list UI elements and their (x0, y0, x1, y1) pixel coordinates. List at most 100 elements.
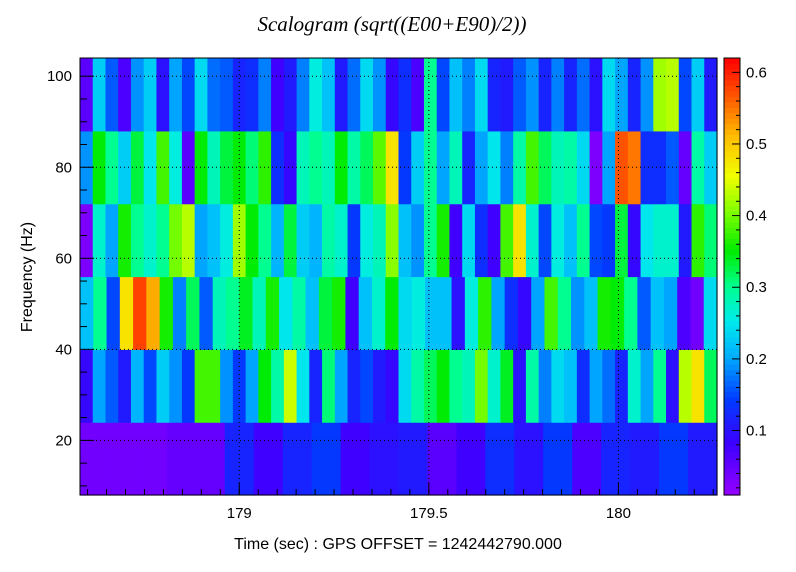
heatmap-cell (207, 349, 221, 423)
heatmap-cell (105, 349, 119, 423)
colorbar-swatch (724, 352, 740, 360)
heatmap-cell (371, 276, 386, 350)
heatmap-cell (650, 276, 665, 350)
heatmap-cell (252, 276, 267, 350)
heatmap-cell (358, 276, 373, 350)
colorbar-tick-label: 0.3 (746, 279, 767, 296)
heatmap-cell (258, 349, 272, 423)
colorbar-swatch (724, 243, 740, 250)
heatmap-cell (485, 422, 515, 496)
heatmap-cell (345, 276, 360, 350)
heatmap-cell (271, 130, 285, 205)
heatmap-cell (449, 203, 463, 278)
heatmap-cell (398, 422, 429, 496)
heatmap-cell (678, 58, 693, 132)
heatmap-cell (474, 203, 489, 278)
heatmap-cell (334, 349, 349, 423)
heatmap-cell (385, 58, 400, 132)
heatmap-cell (220, 349, 234, 423)
heatmap-cell (589, 349, 603, 423)
heatmap-cell (564, 58, 578, 132)
heatmap-cell (425, 276, 439, 350)
colorbar-swatch (724, 358, 740, 365)
colorbar-swatch (724, 74, 740, 81)
heatmap-cell (678, 203, 693, 278)
heatmap-cell (630, 422, 660, 496)
heatmap-cell (557, 276, 572, 350)
colorbar-swatch (724, 254, 740, 261)
heatmap-cell (514, 422, 544, 496)
colorbar-swatch (724, 90, 740, 97)
colorbar-swatch (724, 418, 740, 425)
heatmap-cell (105, 203, 119, 278)
colorbar-swatch (724, 271, 740, 278)
heatmap-cell (691, 58, 705, 132)
heatmap-cell (239, 276, 254, 350)
heatmap-cell (398, 349, 412, 423)
colorbar-swatch (724, 363, 740, 370)
colorbar-tick-label: 0.4 (746, 208, 767, 225)
x-tick-label: 179.5 (410, 505, 448, 522)
colorbar-swatch (724, 281, 740, 289)
heatmap-cell (80, 203, 94, 278)
colorbar-swatch (724, 227, 740, 234)
heatmap-cell (118, 349, 132, 423)
colorbar-swatch (724, 407, 740, 414)
heatmap-cell (80, 349, 94, 423)
colorbar-swatch (724, 462, 740, 469)
heatmap-cell (624, 276, 638, 350)
heatmap-cell (602, 349, 616, 423)
heatmap-cell (538, 58, 552, 132)
heatmap-cell (615, 349, 629, 423)
x-axis-label: Time (sec) : GPS OFFSET = 1242442790.000 (234, 536, 562, 553)
heatmap-cell (576, 349, 591, 423)
heatmap-cell (627, 203, 642, 278)
heatmap-cell (543, 422, 573, 496)
heatmap-cell (491, 276, 506, 350)
heatmap-cell (640, 349, 654, 423)
heatmap-cell (207, 58, 221, 132)
heatmap-cell (283, 58, 298, 132)
heatmap-cell (678, 130, 693, 205)
heatmap-cell (92, 349, 107, 423)
heatmap-cell (666, 203, 680, 278)
heatmap-cell (538, 349, 552, 423)
heatmap-cell (373, 349, 387, 423)
heatmap-cell (143, 130, 158, 205)
heatmap-cell (398, 203, 412, 278)
heatmap-cell (271, 58, 285, 132)
heatmap-cell (513, 349, 527, 423)
colorbar-swatch (724, 161, 740, 168)
y-tick-label: 60 (55, 250, 72, 267)
heatmap-cell (347, 349, 361, 423)
colorbar-swatch (724, 167, 740, 174)
heatmap-cell (265, 276, 280, 350)
colorbar-swatch (724, 347, 740, 354)
heatmap-cell (105, 58, 119, 132)
colorbar-swatch (724, 478, 740, 485)
heatmap-cell (576, 58, 591, 132)
colorbar-frame (723, 57, 741, 496)
heatmap-cell (92, 58, 107, 132)
heatmap-cell (347, 58, 361, 132)
heatmap-cell (334, 203, 349, 278)
heatmap-cell (93, 276, 108, 350)
heatmap-cell (576, 130, 591, 205)
heatmap-cell (186, 276, 201, 350)
heatmap-cell (194, 130, 208, 205)
heatmap-cell (487, 203, 502, 278)
heatmap-cell (398, 58, 412, 132)
heatmap-cell (220, 130, 234, 205)
heatmap-cell (451, 276, 466, 350)
heatmap-cell (627, 58, 642, 132)
heatmap-cell (108, 422, 139, 496)
colorbar-swatch (724, 210, 740, 218)
heatmap-cell (464, 276, 479, 350)
heatmap-cell (538, 130, 552, 205)
heatmap-cell (436, 130, 451, 205)
heatmap-cell (584, 276, 599, 350)
heatmap-cell (369, 422, 400, 496)
heatmap-cell (564, 203, 578, 278)
heatmap-cell (334, 58, 349, 132)
